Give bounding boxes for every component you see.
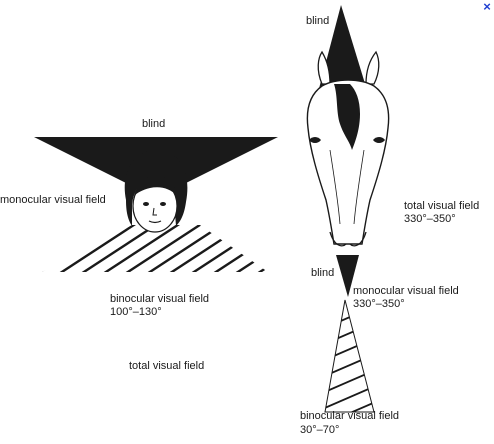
child-left-eye <box>143 202 149 206</box>
horse-right-eye <box>373 137 385 143</box>
horse-total-label: total visual field <box>404 200 480 212</box>
human-total-label: total visual field <box>129 360 205 372</box>
horse-right-ear <box>365 50 380 85</box>
horse-left-eye <box>309 137 321 143</box>
horse-total-range: 330°–350° <box>404 213 456 225</box>
child-nose <box>152 207 157 216</box>
horse-face-line <box>329 149 365 225</box>
child-right-eye <box>160 202 166 206</box>
child-face <box>124 150 188 233</box>
horse-forelock <box>334 84 360 150</box>
human-monocular-label: monocular visual field <box>0 194 106 206</box>
human-binocular-range: 100°–130° <box>110 306 162 318</box>
horse-nostrils <box>329 231 367 247</box>
close-icon[interactable]: × <box>483 0 491 14</box>
horse-binocular-label: binocular visual field <box>300 410 400 422</box>
child-mouth <box>148 220 162 224</box>
horse-blind-top-label: blind <box>306 15 330 27</box>
horse-left-ear <box>317 50 331 85</box>
horse-blind-mid-label: blind <box>311 267 335 279</box>
horse-head <box>306 50 390 247</box>
horse-binocular-zone <box>324 299 375 413</box>
human-blind-label: blind <box>142 118 166 130</box>
horse-blind-zone-bottom <box>336 255 359 297</box>
human-binocular-label: binocular visual field <box>110 293 210 305</box>
horse-binocular-range: 30°–70° <box>300 424 340 436</box>
child-hair <box>124 150 188 226</box>
child-fringe <box>134 175 177 196</box>
horse-monocular-label: monocular visual field <box>353 285 459 297</box>
horse-head-outline <box>306 79 390 245</box>
horse-monocular-range: 330°–350° <box>353 298 405 310</box>
